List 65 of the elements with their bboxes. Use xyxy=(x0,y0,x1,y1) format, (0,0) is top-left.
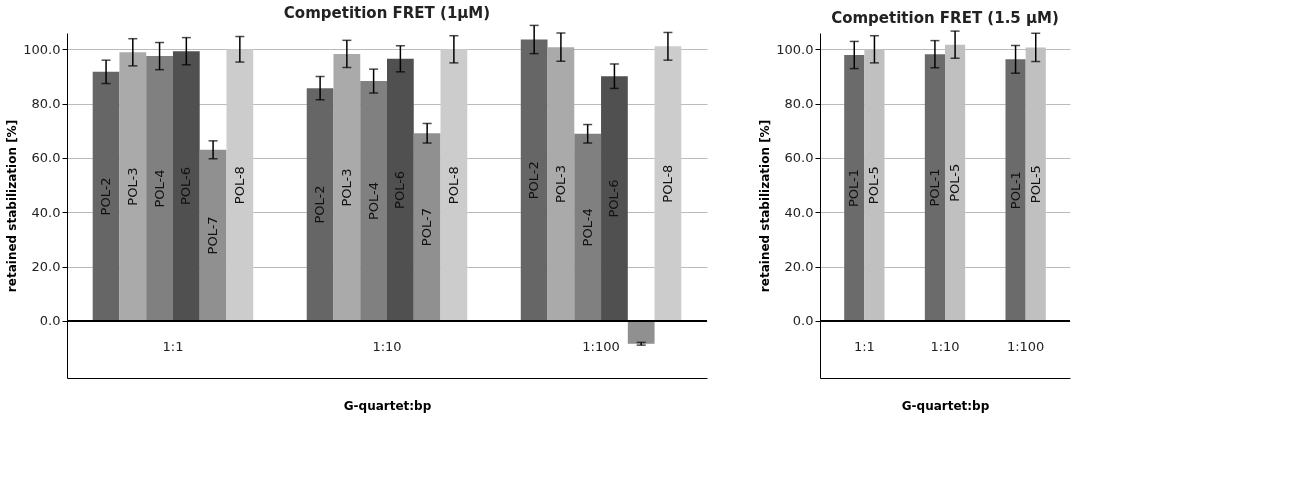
text: POL-5 xyxy=(947,163,963,202)
y-tick-label: 60.0 xyxy=(784,150,814,166)
bar xyxy=(199,149,227,321)
bar xyxy=(654,46,682,321)
text: POL-6 xyxy=(178,167,194,206)
y-tick-label: 40.0 xyxy=(784,204,814,220)
text: POL-3 xyxy=(124,167,140,206)
y-tick-label: 0.0 xyxy=(792,313,814,329)
text: POL-8 xyxy=(659,164,675,203)
y-axis-title: retained stabilization [%] xyxy=(5,119,20,293)
bar xyxy=(306,88,334,321)
bar xyxy=(440,49,468,321)
bar xyxy=(547,47,575,321)
y-axis-title: retained stabilization [%] xyxy=(758,119,773,293)
chart-title: Competition FRET (1.5 µM) xyxy=(831,9,1059,28)
series-label: POL-6 xyxy=(606,179,622,218)
series-label: POL-5 xyxy=(1027,165,1043,204)
text: POL-4 xyxy=(579,208,595,247)
y-tick-label: 80.0 xyxy=(784,96,814,112)
text: POL-5 xyxy=(866,166,882,205)
bar xyxy=(413,133,441,321)
bar xyxy=(360,81,387,321)
text: POL-1 xyxy=(926,168,942,207)
series-label: POL-7 xyxy=(419,208,435,247)
y-tick-label: 20.0 xyxy=(31,259,61,275)
bar xyxy=(333,53,361,321)
bar xyxy=(387,58,414,321)
text: POL-3 xyxy=(338,168,354,207)
text: POL-8 xyxy=(445,166,461,205)
y-tick-label: 60.0 xyxy=(31,150,61,166)
bar xyxy=(172,51,200,321)
text: POL-1 xyxy=(1007,171,1023,210)
y-tick-label: 80.0 xyxy=(31,96,61,112)
series-label: POL-2 xyxy=(98,177,114,216)
bar xyxy=(520,39,548,321)
y-tick-label: 100.0 xyxy=(776,41,814,57)
y-tick-label: 40.0 xyxy=(31,204,61,220)
text: POL-6 xyxy=(392,170,408,209)
bar xyxy=(627,320,655,344)
text: POL-2 xyxy=(312,185,328,224)
x-axis-title: G-quartet:bp xyxy=(343,398,432,413)
text: POL-4 xyxy=(151,169,167,208)
bar xyxy=(601,76,628,321)
y-tick-label: 20.0 xyxy=(784,259,814,275)
bar xyxy=(92,71,120,321)
bar xyxy=(226,49,254,321)
bar xyxy=(574,133,602,321)
chart-title: Competition FRET (1µM) xyxy=(283,3,491,22)
series-label: POL-1 xyxy=(846,168,862,208)
x-tick-label: 1:10 xyxy=(372,338,402,354)
y-tick-label: 0.0 xyxy=(39,313,61,329)
y-tick-label: 100.0 xyxy=(23,41,61,57)
x-tick-label: 1:1 xyxy=(853,338,875,354)
x-axis-title: G-quartet:bp xyxy=(901,398,990,413)
x-tick-label: 1:1 xyxy=(162,338,184,354)
x-tick-label: 1:100 xyxy=(582,338,620,354)
series-label: POL-3 xyxy=(552,165,568,204)
text: POL-2 xyxy=(526,161,542,200)
x-tick-label: 1:100 xyxy=(1006,338,1045,354)
bar xyxy=(146,56,173,321)
x-tick-label: 1:10 xyxy=(930,338,960,354)
bar xyxy=(119,52,147,321)
series-label: POL-8 xyxy=(231,166,247,205)
text: POL-7 xyxy=(205,216,221,255)
series-label: POL-4 xyxy=(365,181,381,221)
